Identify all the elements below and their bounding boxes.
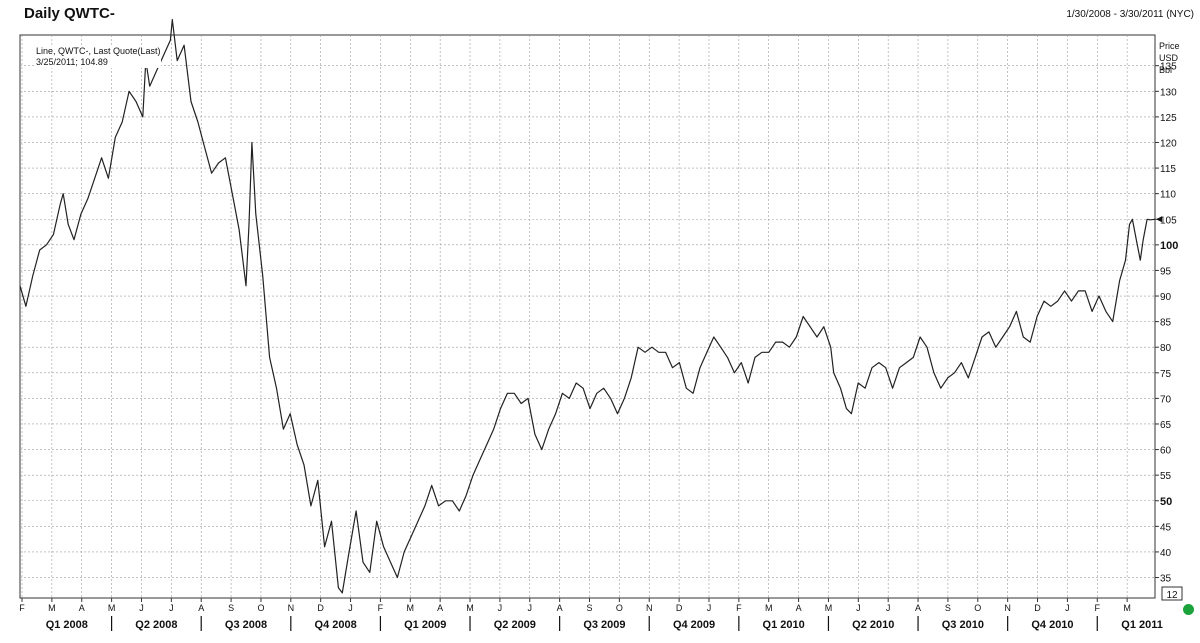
month-tick-label: J: [1065, 603, 1070, 613]
series-line: [19, 19, 1156, 594]
quarter-label: Q4 2008: [315, 619, 357, 631]
month-tick-label: A: [437, 603, 443, 613]
y-tick-label: 90: [1160, 292, 1172, 303]
month-tick-label: J: [886, 603, 891, 613]
y-tick-label: 125: [1160, 113, 1177, 124]
quarter-label: Q2 2008: [135, 619, 177, 631]
month-tick-label: J: [498, 603, 503, 613]
month-tick-label: F: [378, 603, 384, 613]
month-tick-label: D: [1034, 603, 1041, 613]
month-tick-label: A: [557, 603, 563, 613]
month-tick-label: M: [825, 603, 833, 613]
month-tick-label: F: [19, 603, 25, 613]
y-tick-label: 85: [1160, 318, 1172, 329]
y-tick-label: 95: [1160, 266, 1172, 277]
month-tick-label: D: [317, 603, 324, 613]
quarter-label: Q3 2010: [942, 619, 984, 631]
y-tick-label: 60: [1160, 446, 1172, 457]
y-tick-label: 45: [1160, 522, 1172, 533]
y-tick-label: 50: [1160, 496, 1172, 508]
month-tick-label: S: [945, 603, 951, 613]
y-tick-label: 80: [1160, 343, 1172, 354]
month-tick-label: J: [707, 603, 712, 613]
last-value-arrow-icon: [1156, 216, 1162, 223]
month-tick-label: M: [466, 603, 474, 613]
month-tick-label: O: [974, 603, 981, 613]
legend: Line, QWTC-, Last Quote(Last) 3/25/2011;…: [36, 46, 161, 68]
unit-line-price: Price: [1159, 41, 1180, 51]
month-tick-label: A: [198, 603, 204, 613]
y-tick-label: 35: [1160, 574, 1172, 585]
quarter-label: Q1 2011: [1121, 619, 1163, 631]
quarter-label: Q2 2010: [852, 619, 894, 631]
month-tick-label: F: [1095, 603, 1101, 613]
y-tick-label: 100: [1160, 240, 1178, 252]
date-range: 1/30/2008 - 3/30/2011 (NYC): [1066, 9, 1194, 20]
y-tick-label: 75: [1160, 369, 1172, 380]
y-tick-label: 65: [1160, 420, 1172, 431]
y-tick-label: 40: [1160, 548, 1172, 559]
month-tick-label: S: [228, 603, 234, 613]
y-tick-label: 70: [1160, 394, 1172, 405]
x-axis: F M A M J J A S O N D J F M A M J J A S O N D J F M A M J J A S O N D J F M Q1…: [19, 598, 1163, 631]
series-line-group: [19, 19, 1156, 594]
month-tick-label: J: [528, 603, 533, 613]
y-tick-label: 120: [1160, 138, 1177, 149]
y-axis: 35 40 45 50 55 60 65 70 75 80 85 90 95 100 105 110 115 12…: [1155, 62, 1178, 585]
month-tick-label: A: [79, 603, 85, 613]
month-tick-label: M: [1123, 603, 1131, 613]
quarter-label: Q1 2010: [763, 619, 805, 631]
month-tick-label: A: [796, 603, 802, 613]
month-tick-label: A: [915, 603, 921, 613]
chart-title: Daily QWTC-: [24, 5, 115, 22]
month-tick-label: M: [108, 603, 116, 613]
grid: [20, 35, 1155, 598]
month-tick-label: M: [407, 603, 415, 613]
y-tick-label: 135: [1160, 62, 1177, 73]
y-tick-label: 110: [1160, 190, 1176, 201]
unit-line-barrel: Bbl: [1159, 65, 1173, 75]
month-tick-label: N: [1004, 603, 1011, 613]
month-tick-label: F: [736, 603, 742, 613]
month-tick-label: S: [586, 603, 592, 613]
quarter-label: Q1 2008: [46, 619, 88, 631]
quarter-label: Q2 2009: [494, 619, 536, 631]
quarter-label: Q4 2009: [673, 619, 715, 631]
quarter-label: Q4 2010: [1031, 619, 1073, 631]
plot-frame: [19, 34, 1156, 599]
y-tick-label: 55: [1160, 471, 1172, 482]
month-tick-label: N: [646, 603, 653, 613]
month-tick-label: N: [288, 603, 295, 613]
scroll-box-label: 12: [1166, 590, 1178, 601]
month-tick-label: O: [257, 603, 264, 613]
month-tick-label: O: [616, 603, 623, 613]
month-tick-label: J: [856, 603, 861, 613]
month-tick-label: M: [765, 603, 773, 613]
legend-series-label: Line, QWTC-, Last Quote(Last): [36, 46, 161, 56]
month-tick-label: D: [676, 603, 683, 613]
quarter-label: Q3 2008: [225, 619, 267, 631]
unit-label: Price USD Bbl: [1159, 40, 1180, 76]
month-tick-label: M: [48, 603, 56, 613]
month-tick-label: J: [348, 603, 353, 613]
y-tick-label: 115: [1160, 164, 1176, 175]
quarter-label: Q3 2009: [583, 619, 625, 631]
quarter-label: Q1 2009: [404, 619, 446, 631]
status-indicator-icon: [1183, 604, 1194, 615]
month-tick-label: J: [139, 603, 144, 613]
month-tick-label: J: [169, 603, 174, 613]
unit-line-currency: USD: [1159, 53, 1179, 63]
y-tick-label: 130: [1160, 87, 1177, 98]
legend-last-value: 3/25/2011; 104.89: [36, 57, 108, 67]
scroll-box[interactable]: [1161, 586, 1183, 601]
y-tick-label: 105: [1160, 215, 1177, 226]
